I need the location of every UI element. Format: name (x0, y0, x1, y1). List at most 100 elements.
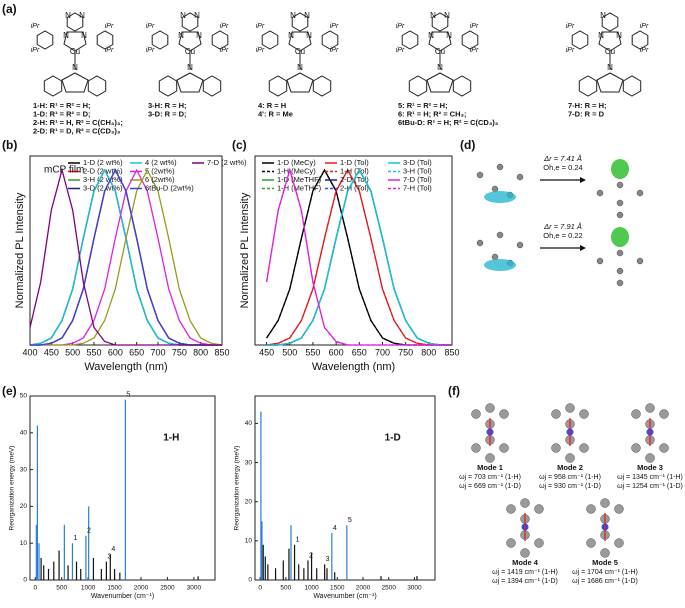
x-tick-label: 0 (33, 585, 37, 592)
mode-name: Mode 1 (477, 463, 503, 472)
atom-label: N (598, 31, 604, 40)
mode-name: Mode 2 (557, 463, 583, 472)
atom (600, 498, 610, 508)
x-tick-label: 800 (421, 347, 436, 357)
series-line (29, 168, 222, 346)
atom-label: N (79, 11, 85, 20)
atom (645, 453, 655, 463)
x-tick-label: 500 (65, 347, 80, 357)
legend-label: 1-H (MeTHF) (277, 183, 322, 192)
x-tick-label: 650 (352, 347, 367, 357)
atom (616, 211, 624, 219)
mode-frequency: ωj = 930 cm⁻¹ (1-D) (539, 483, 601, 490)
mode-label: 2 (309, 552, 313, 559)
ring (96, 30, 114, 50)
mode-label: 2 (87, 528, 91, 535)
structure (151, 12, 229, 97)
structure (571, 12, 649, 97)
atom-label: iPr (330, 47, 339, 54)
caption: 5: R¹ = R² = H; (398, 101, 448, 110)
legend-label: 1-H (MeCy) (277, 166, 316, 175)
atom (579, 409, 589, 419)
series-line (29, 167, 222, 346)
ring (571, 30, 589, 50)
atom-label: N (616, 31, 622, 40)
atom (499, 409, 509, 419)
atom (471, 409, 481, 419)
atom-label: iPr (470, 47, 479, 54)
plot-frame (29, 395, 216, 581)
panel-label: (b) (2, 138, 17, 152)
y-tick-label: 20 (20, 503, 28, 510)
atom (471, 443, 481, 453)
y-axis-label: Reorganization energy (meV) (234, 446, 241, 531)
series-line (266, 168, 452, 346)
ring (408, 75, 428, 97)
atom-label: iPr (396, 23, 405, 30)
atom (600, 548, 610, 558)
legend-label: 1-D (Tol) (340, 158, 369, 167)
series-line (29, 168, 222, 346)
atom-label: iPr (146, 23, 155, 30)
pyrrole (61, 72, 89, 93)
series-line (30, 168, 222, 346)
mode-frequency: ωj = 703 cm⁻¹ (1-H) (459, 474, 521, 481)
legend-label: 2-D (2 wt%) (83, 166, 123, 175)
series-line (30, 168, 223, 346)
ring (66, 12, 84, 32)
y-tick-label: 0 (23, 577, 27, 584)
y-tick-label: 30 (245, 459, 253, 466)
series-line (265, 167, 452, 346)
atom (499, 443, 509, 453)
x-tick-label: 750 (398, 347, 413, 357)
atom-label: N (446, 31, 452, 40)
x-tick-label: 1500 (107, 585, 122, 592)
x-tick-label: 0 (258, 585, 262, 592)
atom (551, 443, 561, 453)
ring (87, 75, 107, 97)
mode-frequency: ωj = 1345 cm⁻¹ (1-H) (617, 474, 683, 481)
legend-label: 7-H (Tol) (403, 183, 432, 192)
atom-label: N (180, 11, 186, 20)
atom (636, 189, 644, 197)
orbital-lobe (484, 259, 516, 271)
atom-label: Cu (295, 47, 305, 56)
ring (36, 30, 54, 50)
atom (551, 409, 561, 419)
ring (321, 30, 339, 50)
legend-label: 2-H (Tol) (340, 183, 369, 192)
atom-label: iPr (220, 47, 229, 54)
y-axis-label: Normalized PL Intensity (14, 192, 26, 308)
ring (601, 12, 619, 32)
atom (631, 409, 641, 419)
imidazole (63, 31, 87, 52)
structure (36, 12, 114, 97)
panel-label: (d) (460, 138, 475, 152)
caption: 6tBu-D: R¹ = H; R² = C(CD₃)₃ (398, 118, 499, 127)
atom (496, 163, 504, 171)
x-tick-label: 750 (172, 347, 187, 357)
overlap: Oh,e = 0.24 (543, 163, 582, 172)
x-tick-label: 400 (22, 347, 37, 357)
panel-label: (e) (2, 384, 17, 398)
y-tick-label: 0 (248, 577, 252, 584)
x-tick-label: 550 (86, 347, 101, 357)
ring (291, 12, 309, 32)
atom (506, 504, 516, 514)
atom (645, 403, 655, 413)
y-tick-label: 50 (20, 393, 28, 400)
atom-label: N (437, 63, 443, 72)
atom (506, 538, 516, 548)
legend-label: 1-D (MeTHF) (277, 175, 322, 184)
atom-label: N (304, 11, 310, 20)
atom (596, 189, 604, 197)
delta-r: Δr = 7.91 Å (543, 222, 582, 231)
series-line (266, 168, 452, 346)
atom (616, 199, 624, 207)
mode-name: Mode 4 (512, 558, 539, 567)
series-line (266, 168, 452, 346)
imidazole (288, 31, 312, 52)
ring (401, 30, 419, 50)
x-tick-label: 450 (44, 347, 59, 357)
